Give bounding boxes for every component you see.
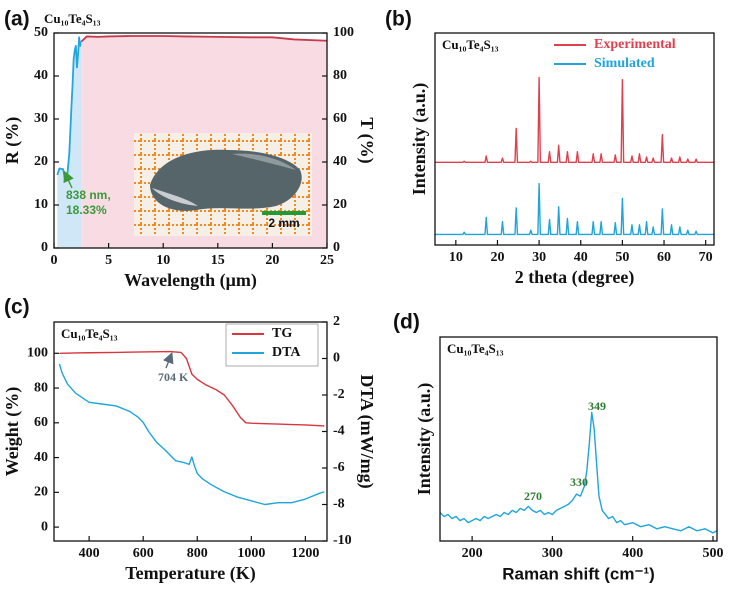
sample [150, 149, 302, 211]
x-tick-label: 20 [490, 250, 504, 265]
annotation: 18.33% [66, 203, 107, 217]
legend-label: Simulated [594, 56, 655, 71]
y2-tick-label: -2 [333, 387, 345, 402]
series-line [80, 35, 328, 43]
y-tick-label: 40 [34, 450, 48, 465]
x-tick-label: 20 [265, 253, 279, 268]
x-tick-label: 400 [622, 546, 643, 561]
y2-tick-label: 2 [333, 314, 340, 329]
annotation: 349 [588, 399, 606, 413]
y-axis-label: R (%) [2, 117, 23, 165]
y-axis-label: Intensity (a.u.) [409, 83, 430, 196]
y2-axis-label: DTA (mW/mg) [356, 374, 377, 488]
x-axis-label: Temperature (K) [125, 563, 255, 584]
y-axis-label: Weight (%) [2, 387, 23, 477]
plot-frame [439, 336, 718, 542]
y2-tick-label: -8 [333, 497, 345, 512]
y-tick-label: 80 [34, 380, 48, 395]
chart-title: Cu₁₀Te₄S₁₃ [44, 11, 101, 26]
annotation: 270 [524, 489, 542, 503]
series-line [439, 411, 718, 534]
y2-tick-label: -10 [333, 533, 352, 548]
x-tick-label: 25 [320, 253, 334, 268]
y2-tick-label: 100 [333, 25, 354, 40]
annotation: 838 nm, [66, 188, 111, 202]
annotation-arrow [63, 170, 74, 189]
panel: 10 20 30 40 50 60 70 2 theta (degree) Intensity … [385, 8, 715, 288]
chart-title: Cu₁₀Te₄S₁₃ [61, 326, 118, 341]
legend-label: Experimental [594, 37, 676, 52]
y2-tick-label: 20 [333, 197, 347, 212]
x-axis-label: Raman shift (cm⁻¹) [502, 564, 655, 583]
x-tick-label: 400 [79, 546, 100, 561]
series-line [58, 363, 325, 506]
y2-tick-label: 40 [333, 154, 347, 169]
series-line [435, 182, 714, 236]
y2-axis-label: T (%) [356, 117, 377, 163]
y2-tick-label: 0 [333, 351, 340, 366]
x-tick-label: 1200 [291, 546, 319, 561]
inset-photo: 2 mm [134, 133, 312, 236]
x-tick-label: 600 [133, 546, 154, 561]
y2-tick-label: -6 [333, 460, 345, 475]
chart-title: Cu₁₀Te₄S₁₃ [447, 341, 504, 356]
panel-label: (d) [393, 311, 420, 334]
y-tick-label: 40 [34, 68, 48, 83]
x-tick-label: 15 [211, 253, 225, 268]
y2-tick-label: 0 [333, 240, 340, 255]
x-tick-label: 5 [105, 253, 112, 268]
plot-frame [53, 32, 328, 249]
x-tick-label: 10 [156, 253, 170, 268]
x-tick-label: 40 [574, 250, 588, 265]
x-tick-label: 300 [542, 546, 563, 561]
y-tick-label: 0 [41, 519, 48, 534]
chart-title: Cu₁₀Te₄S₁₃ [442, 37, 499, 52]
y-tick-label: 50 [34, 25, 48, 40]
scale-label: 2 mm [268, 216, 299, 230]
y-tick-label: 20 [34, 154, 48, 169]
y-tick-label: 10 [34, 197, 48, 212]
panel-label: (c) [4, 296, 30, 319]
panel: 400 600 800 1000 1200020406080100-10-8-6-4-2… [2, 296, 377, 585]
sample-edge [152, 188, 198, 206]
y-tick-label: 30 [34, 111, 48, 126]
y-axis-label: Intensity (a.u.) [414, 383, 435, 496]
y-tick-label: 60 [34, 415, 48, 430]
legend-label: DTA [272, 345, 301, 360]
x-tick-label: 30 [532, 250, 546, 265]
x-tick-label: 50 [615, 250, 629, 265]
x-tick-label: 10 [449, 250, 463, 265]
y-tick-label: 20 [34, 485, 48, 500]
panel-label: (b) [385, 8, 412, 31]
x-tick-label: 800 [187, 546, 208, 561]
x-tick-label: 1000 [237, 546, 265, 561]
annotation: 704 K [158, 370, 189, 384]
plot-frame [434, 32, 715, 246]
legend-label: TG [272, 326, 292, 341]
y-tick-label: 0 [41, 240, 48, 255]
x-tick-label: 0 [51, 253, 58, 268]
x-tick-label: 200 [462, 546, 483, 561]
series-line [59, 350, 325, 427]
sample-edge [232, 153, 296, 170]
annotation: 330 [570, 475, 588, 489]
x-tick-label: 60 [657, 250, 671, 265]
panel-label: (a) [4, 8, 30, 31]
series-line [435, 76, 714, 164]
x-axis-label: Wavelength (μm) [124, 270, 257, 291]
y-tick-label: 100 [27, 346, 48, 361]
area [57, 37, 82, 248]
y2-tick-label: 80 [333, 68, 347, 83]
panel: 200 300 400 500 Raman shift (cm⁻¹) Intensity … [393, 311, 723, 584]
x-tick-label: 70 [699, 250, 713, 265]
annotation-arrow [163, 351, 174, 369]
y2-tick-label: 60 [333, 111, 347, 126]
x-axis-label: 2 theta (degree) [515, 267, 635, 288]
y2-tick-label: -4 [333, 424, 345, 439]
x-tick-label: 500 [702, 546, 723, 561]
legend-box [225, 323, 319, 367]
